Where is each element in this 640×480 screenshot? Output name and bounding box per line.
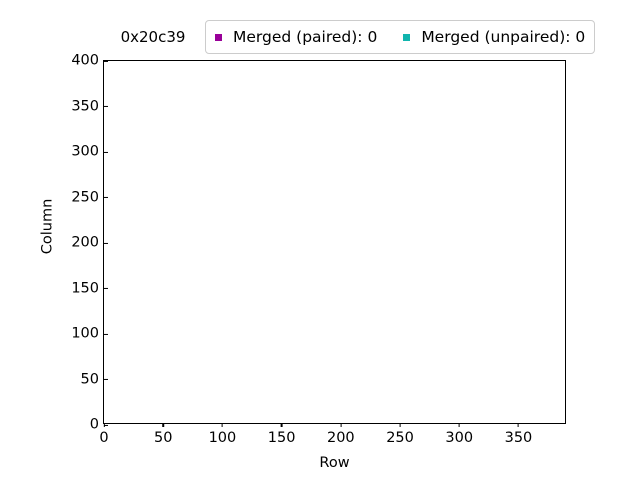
legend-entry-merged-paired[interactable]: Merged (paired): 0 (215, 29, 377, 45)
x-axis-tick-mark (281, 423, 283, 427)
y-axis-tick: 350 (71, 98, 108, 114)
y-axis-tick: 50 (80, 371, 108, 387)
y-axis-tick: 150 (71, 280, 108, 296)
y-axis-tick-label: 300 (71, 143, 99, 160)
y-axis-tick-label: 250 (71, 189, 99, 205)
y-axis-tick-mark (104, 424, 108, 426)
x-axis-tick-mark (221, 423, 223, 427)
x-axis-tick-label: 150 (267, 430, 296, 446)
y-axis-tick-label: 350 (71, 98, 99, 114)
x-axis-tick-label: 300 (445, 430, 474, 446)
x-axis-tick: 350 (504, 423, 533, 447)
x-axis-tick-label: 0 (99, 430, 109, 446)
y-axis-tick: 0 (89, 416, 108, 433)
legend-label-merged-unpaired: Merged (unpaired): 0 (421, 28, 586, 46)
x-axis-tick: 300 (445, 423, 473, 447)
x-axis-tick-label: 50 (153, 430, 173, 446)
y-axis-tick: 100 (71, 325, 108, 342)
plot-data-canvas (104, 61, 565, 423)
y-axis-tick: 250 (71, 189, 108, 205)
y-axis-tick-mark (104, 378, 108, 381)
y-axis-tick-label: 200 (71, 234, 99, 251)
x-axis-tick: 250 (386, 423, 414, 447)
y-axis-tick-mark (104, 105, 108, 108)
x-axis-tick-mark (162, 423, 164, 427)
y-axis-label: Column (39, 198, 56, 255)
y-axis-tick-mark (104, 196, 108, 199)
chart-title: 0x20c39 (120, 28, 186, 46)
y-axis-tick: 200 (71, 234, 108, 251)
y-axis-tick-mark (104, 151, 108, 153)
x-axis-tick: 150 (267, 423, 296, 447)
x-axis-label: Row (319, 455, 350, 471)
x-axis-tick: 100 (208, 423, 237, 447)
y-axis-tick: 300 (71, 143, 108, 160)
y-axis-tick-label: 50 (80, 371, 99, 387)
y-axis-tick-label: 150 (71, 280, 99, 296)
y-axis-tick-label: 400 (71, 52, 99, 69)
x-axis-tick-label: 200 (326, 430, 355, 446)
x-axis-tick-mark (340, 423, 342, 427)
x-axis-tick-label: 100 (208, 430, 237, 446)
x-axis-tick-mark (399, 423, 401, 427)
x-axis-tick: 200 (327, 423, 355, 447)
x-axis-tick-label: 350 (504, 430, 533, 446)
x-axis-tick-label: 250 (386, 430, 414, 446)
y-axis-tick-label: 100 (71, 325, 99, 342)
legend-label-merged-paired: Merged (paired): 0 (233, 28, 378, 46)
x-axis-tick: 0 (99, 423, 109, 447)
legend-swatch-merged-paired (215, 33, 222, 41)
plot-area[interactable]: 0 50 100 150 200 250 300 350 400 0 50 100 150 200 250… (71, 53, 566, 446)
legend-swatch-merged-unpaired (403, 33, 411, 41)
y-axis-tick-mark (104, 287, 108, 290)
y-axis-tick: 400 (71, 52, 108, 69)
y-axis-tick-mark (104, 60, 108, 62)
x-axis-tick: 50 (154, 423, 172, 447)
legend-entry-merged-unpaired[interactable]: Merged (unpaired): 0 (403, 29, 585, 45)
x-axis-tick-mark (103, 423, 105, 427)
y-axis-tick-mark (104, 242, 108, 244)
y-axis-tick-mark (104, 333, 108, 335)
x-axis-tick-mark (517, 423, 519, 427)
chart-legend: Merged (paired): 0 Merged (unpaired): 0 (205, 20, 596, 54)
y-axis-tick-label: 0 (89, 416, 99, 433)
x-axis-tick-mark (458, 423, 460, 427)
